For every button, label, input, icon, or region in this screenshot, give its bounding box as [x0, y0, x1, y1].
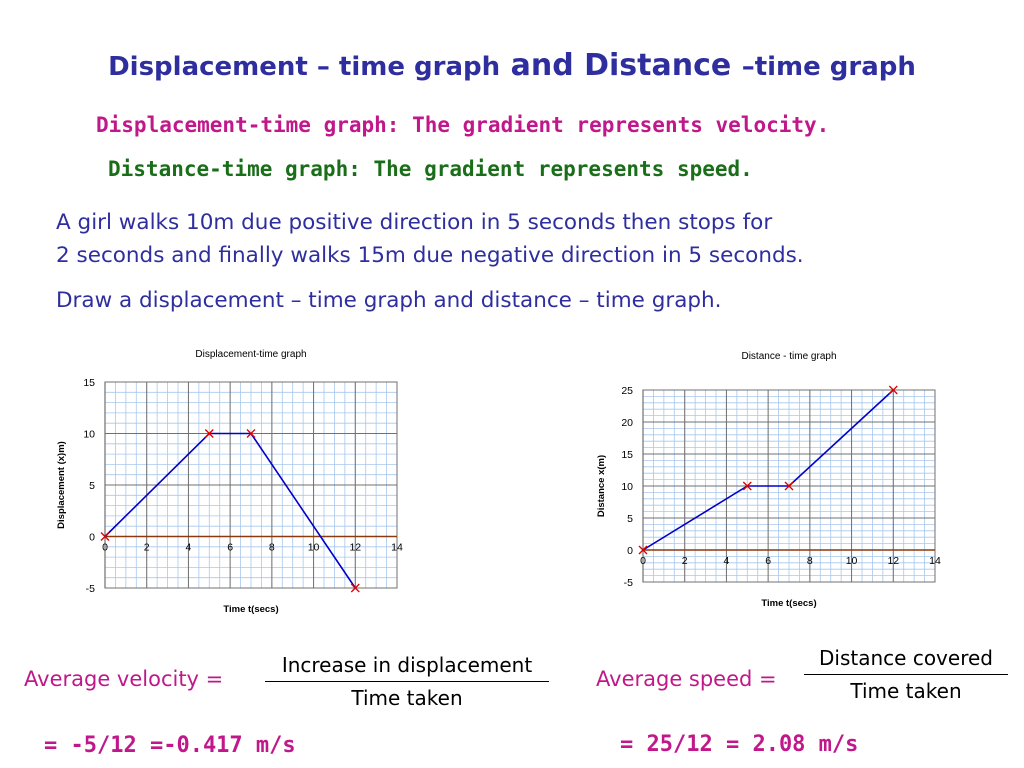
y-tick-label: 5 — [627, 513, 633, 525]
average-velocity-fraction: Increase in displacement Time taken — [265, 653, 549, 710]
y-tick-label: -5 — [624, 577, 633, 589]
data-point-marker — [742, 481, 752, 491]
problem-line-1: A girl walks 10m due positive direction … — [56, 210, 773, 235]
y-tick-label: 25 — [621, 385, 633, 397]
x-axis-label: Time t(secs) — [223, 604, 278, 615]
subtitle-displacement-gradient: Displacement-time graph: The gradient re… — [96, 113, 830, 137]
marker-stroke — [204, 429, 214, 438]
x-tick-label: 8 — [269, 542, 275, 554]
problem-question: Draw a displacement – time graph and dis… — [56, 288, 722, 313]
velocity-numerator: Increase in displacement — [281, 653, 533, 677]
y-tick-label: 10 — [83, 429, 95, 441]
distance-time-chart-svg: 0 2 4 6 8 10 12 14 -5 0 5 10 15 20 25 Distance - time g… — [596, 351, 941, 609]
x-tick-label: 14 — [929, 555, 941, 567]
slide-title: Displacement – time graph and Distance –… — [0, 48, 1024, 83]
x-tick-label: 12 — [349, 542, 361, 554]
x-tick-label: 0 — [102, 542, 108, 554]
x-tick-label: 8 — [807, 555, 813, 567]
y-tick-label: 15 — [621, 449, 633, 461]
title-part-time-graph: –time graph — [741, 52, 916, 82]
y-tick-label: 20 — [621, 417, 633, 429]
series-line — [104, 432, 356, 589]
velocity-denominator: Time taken — [351, 686, 463, 710]
y-tick-label: -5 — [86, 583, 95, 595]
x-tick-label: 4 — [724, 555, 730, 567]
velocity-fraction-bar — [265, 681, 549, 682]
data-point-marker — [246, 429, 256, 438]
x-tick-label: 2 — [682, 555, 688, 567]
y-tick-label: 10 — [621, 481, 633, 493]
speed-denominator: Time taken — [850, 679, 962, 703]
problem-statement: A girl walks 10m due positive direction … — [56, 206, 986, 317]
marker-stroke — [246, 429, 256, 438]
speed-fraction-bar — [804, 674, 1008, 675]
title-part-displacement: Displacement – time graph — [108, 52, 501, 82]
title-part-and-distance: and Distance — [500, 48, 742, 83]
x-tick-label: 14 — [391, 542, 403, 554]
x-tick-label: 10 — [846, 555, 858, 567]
data-point-marker — [638, 545, 648, 555]
average-velocity-label: Average velocity = — [24, 667, 224, 691]
average-velocity-result: = -5/12 =-0.417 m/s — [44, 733, 296, 758]
marker-stroke — [888, 385, 898, 395]
y-tick-label: 15 — [83, 377, 95, 389]
speed-numerator: Distance covered — [819, 646, 993, 670]
x-tick-label: 2 — [144, 542, 150, 554]
y-tick-label: 5 — [89, 480, 95, 492]
marker-stroke — [100, 532, 110, 541]
data-point-marker — [100, 532, 110, 541]
chart-title: Distance - time graph — [741, 351, 836, 362]
y-axis-label: Distance x(m) — [596, 455, 607, 517]
x-tick-label: 10 — [308, 542, 320, 554]
series-line — [642, 389, 894, 551]
chart-title: Displacement-time graph — [195, 349, 306, 360]
marker-stroke — [784, 481, 794, 491]
subtitle-distance-gradient: Distance-time graph: The gradient repres… — [108, 157, 753, 181]
y-tick-label: 0 — [89, 532, 95, 544]
data-point-marker — [350, 583, 360, 593]
x-tick-label: 4 — [186, 542, 192, 554]
displacement-time-chart-svg: 0 2 4 6 8 10 12 14 -5 0 5 10 15 Displacement-time gra… — [56, 349, 403, 615]
average-speed-result: = 25/12 = 2.08 m/s — [620, 732, 859, 757]
data-point-marker — [204, 429, 214, 438]
marker-stroke — [350, 583, 360, 593]
marker-stroke — [742, 481, 752, 491]
y-axis-label: Displacement (x)m) — [56, 441, 67, 529]
x-tick-label: 6 — [227, 542, 233, 554]
problem-line-2: 2 seconds and finally walks 15m due nega… — [56, 243, 804, 268]
average-speed-fraction: Distance covered Time taken — [804, 646, 1008, 703]
y-tick-label: 0 — [627, 545, 633, 557]
data-point-marker — [784, 481, 794, 491]
average-speed-label: Average speed = — [596, 667, 777, 691]
x-tick-label: 6 — [765, 555, 771, 567]
x-axis-label: Time t(secs) — [761, 598, 816, 609]
data-point-marker — [888, 385, 898, 395]
distance-time-chart: 0 2 4 6 8 10 12 14 -5 0 5 10 15 20 25 Distance - time g… — [592, 340, 952, 620]
x-tick-label: 0 — [640, 555, 646, 567]
x-tick-label: 12 — [887, 555, 899, 567]
displacement-time-chart: 0 2 4 6 8 10 12 14 -5 0 5 10 15 Displacement-time gra… — [52, 340, 412, 620]
marker-stroke — [638, 545, 648, 555]
